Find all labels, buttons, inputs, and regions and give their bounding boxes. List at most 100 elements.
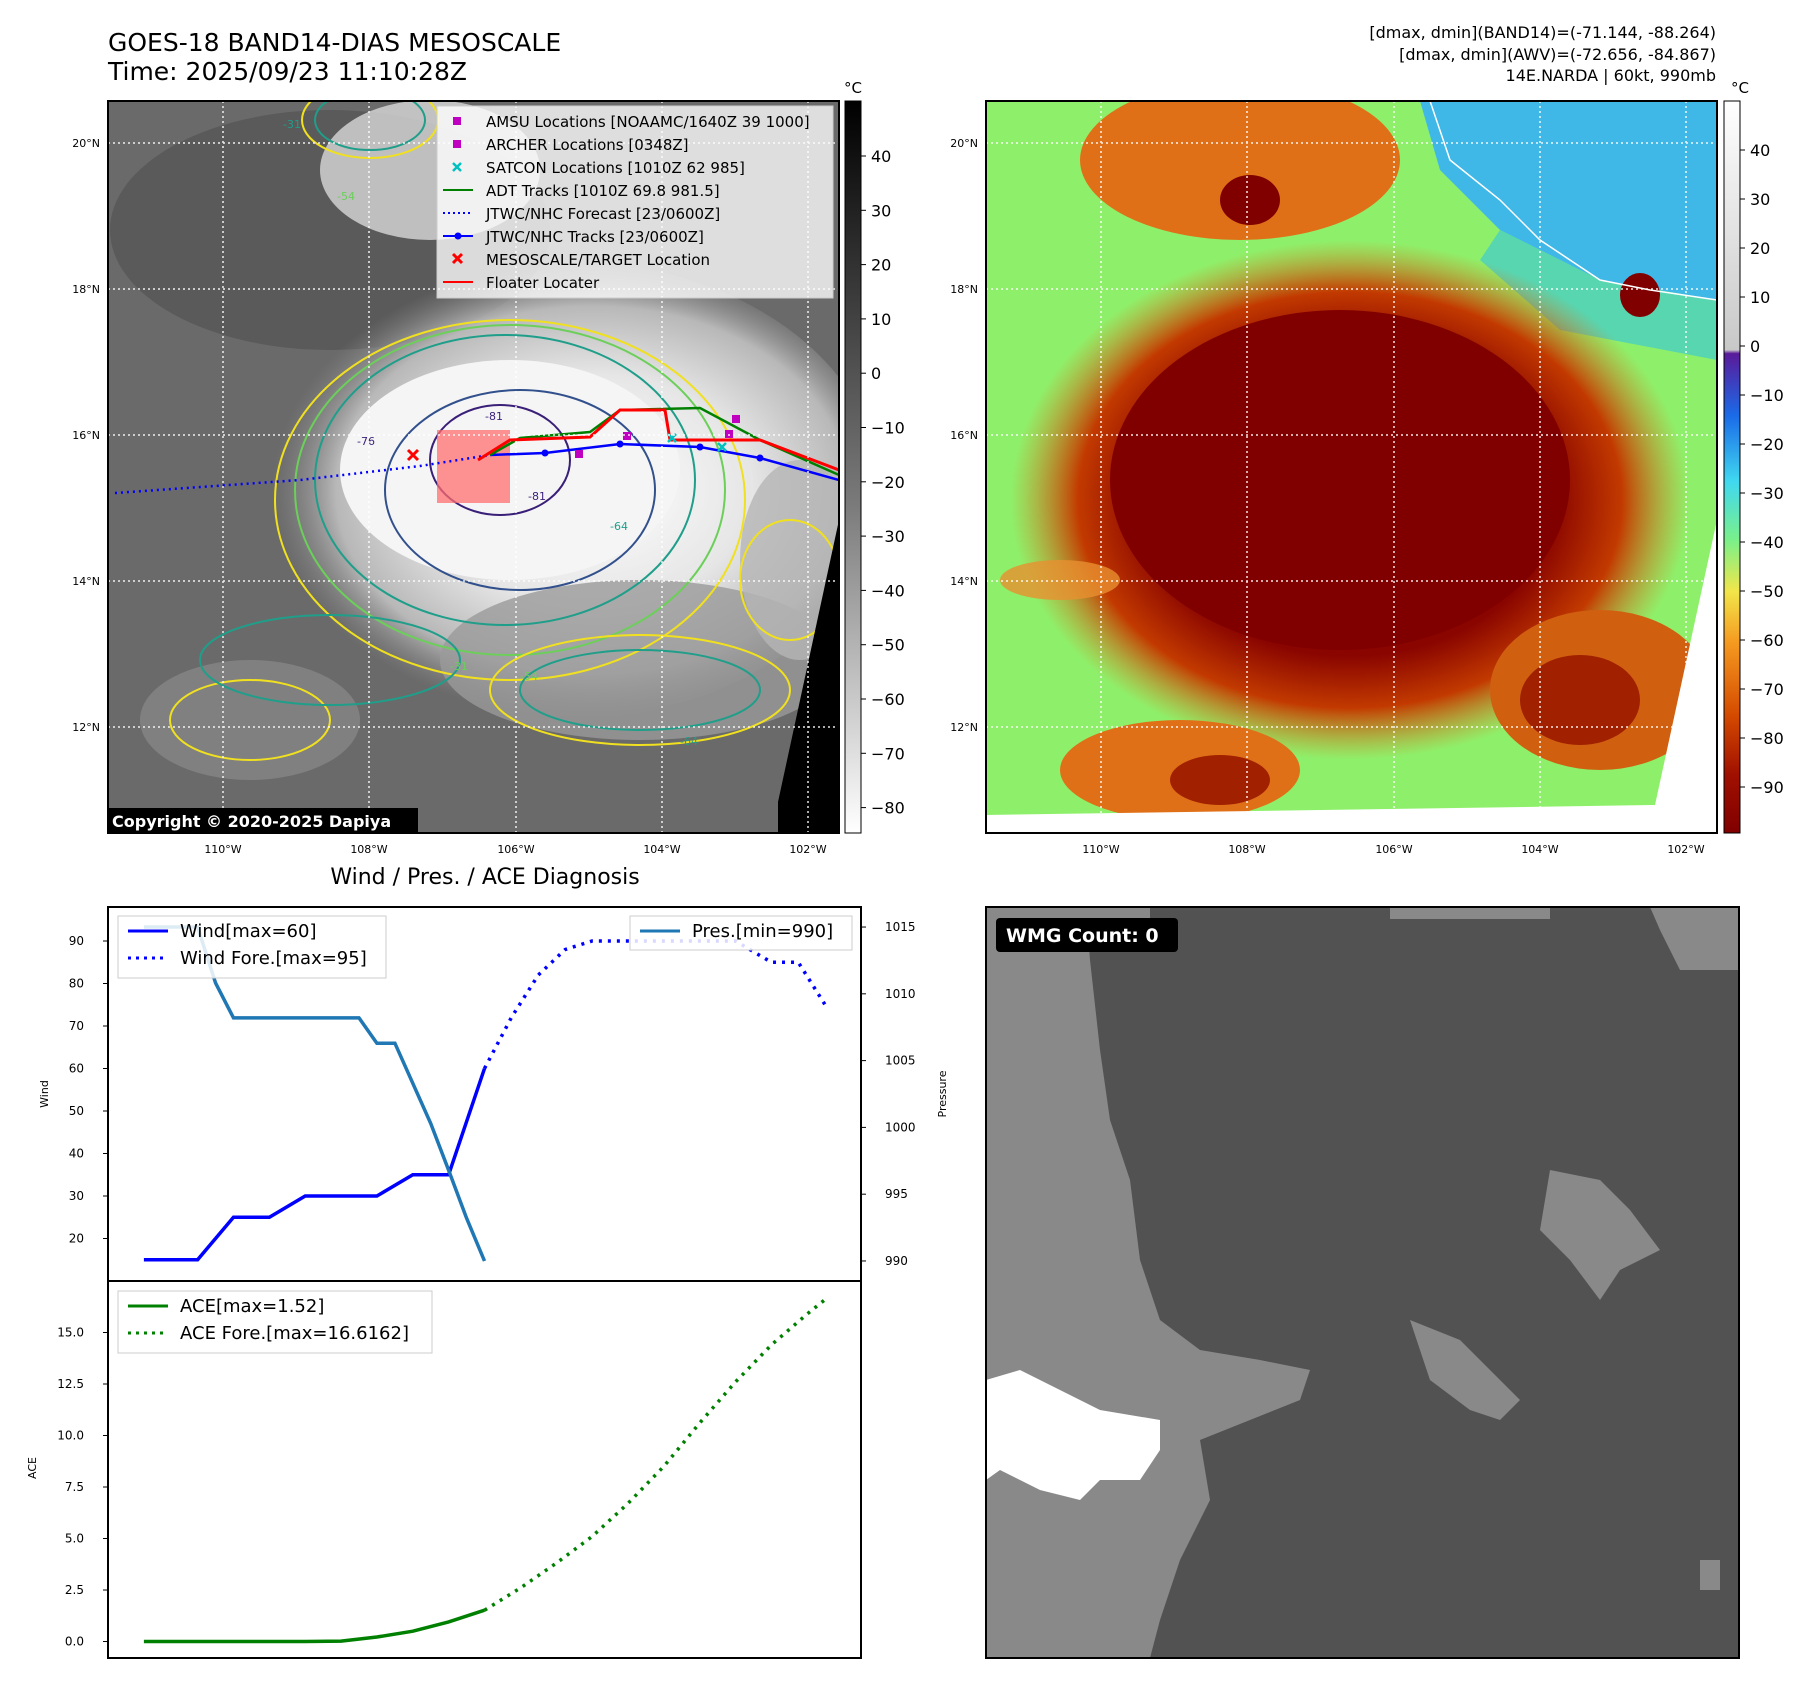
series-line-pres-min [143, 925, 487, 1262]
lon-label: 110°W [204, 843, 241, 856]
wind-axis-label: Wind [38, 1080, 51, 1108]
contour-yellow [274, 319, 746, 681]
ace-line [143, 1608, 486, 1644]
pressure-legend: Pres.[min=990] [629, 915, 853, 951]
right-colorbar-unit: °C [1731, 79, 1749, 97]
copyright-text: Copyright © 2020-2025 Dapiya [112, 812, 391, 831]
lat-label: 12°N [72, 721, 100, 734]
pressure-ytick-label: 995 [885, 1187, 908, 1201]
legend-adt: ADT Tracks [1010Z 69.8 981.5] [486, 182, 720, 200]
storm-label: 14E.NARDA | 60kt, 990mb [1506, 66, 1716, 85]
wind-ytick-label: 60 [69, 1062, 84, 1076]
wind-ytick-label: 30 [69, 1189, 84, 1203]
colorbar-tick-label: 30 [871, 201, 891, 220]
colorbar-tick-label: −40 [1750, 533, 1784, 552]
diagnosis-title: Wind / Pres. / ACE Diagnosis [330, 865, 639, 890]
colorbar-tick-label: 0 [1750, 337, 1760, 356]
jtwc-track [489, 442, 839, 482]
ace-ytick-label: 10.0 [57, 1429, 84, 1443]
colorbar-tick-label: 30 [1750, 190, 1770, 209]
colorbar-tick-label: −10 [1750, 386, 1784, 405]
colorbar-tick-label: −30 [1750, 484, 1784, 503]
ace-ytick-label: 15.0 [57, 1326, 84, 1340]
colorbar-tick-label: −20 [871, 473, 905, 492]
wind-ytick-label: 90 [69, 934, 84, 948]
colorbar-tick-label: −10 [871, 419, 905, 438]
lon-label: 102°W [789, 843, 826, 856]
colorbar-tick-label: 40 [871, 147, 891, 166]
colorbar-tick-label: 0 [871, 364, 881, 383]
colorbar-tick-label: −70 [871, 744, 905, 763]
wind-legend: Wind[max=60] Wind Fore.[max=95] [117, 915, 387, 979]
colorbar-tick-label: 40 [1750, 141, 1770, 160]
lon-label: 108°W [1228, 843, 1265, 856]
colorbar-tick-label: −60 [871, 690, 905, 709]
right-map-lon-labels: 110°W 108°W 106°W 104°W 102°W [1082, 843, 1704, 856]
contour-label: -76 [357, 435, 375, 448]
legend-mesoscale-target: MESOSCALE/TARGET Location [486, 251, 710, 269]
colorbar-tick-label: −90 [1750, 778, 1784, 797]
left-map-lat-labels: 20°N 18°N 16°N 14°N 12°N [72, 137, 100, 734]
legend-wind-forecast: Wind Fore.[max=95] [180, 948, 367, 969]
legend-wind: Wind[max=60] [180, 921, 317, 942]
lon-label: 108°W [350, 843, 387, 856]
legend-satcon: SATCON Locations [1010Z 62 985] [486, 159, 745, 177]
right-map-lat-labels: 20°N 18°N 16°N 14°N 12°N [950, 137, 978, 734]
legend-archer: ARCHER Locations [0348Z] [486, 136, 689, 154]
left-colorbar-ticks: 40 30 20 10 0 −10 −20 −30 −40 −50 −60 −70 −80 [861, 147, 905, 818]
lat-label: 16°N [72, 429, 100, 442]
lon-label: 110°W [1082, 843, 1119, 856]
lat-label: 18°N [950, 283, 978, 296]
legend-floater: Floater Locater [486, 274, 600, 292]
pressure-ytick-label: 990 [885, 1254, 908, 1268]
dmax-band14-label: [dmax, dmin](BAND14)=(-71.144, -88.264) [1369, 23, 1716, 42]
right-colorbar [1723, 100, 1741, 834]
pressure-ytick-label: 1005 [885, 1054, 916, 1068]
ace-legend: ACE[max=1.52] ACE Fore.[max=16.6162] [117, 1290, 433, 1354]
colorbar-tick-label: −40 [871, 581, 905, 600]
pressure-ytick-label: 1010 [885, 987, 916, 1001]
copyright-box [108, 808, 418, 833]
coastline [1429, 101, 1717, 301]
legend-ace-forecast: ACE Fore.[max=16.6162] [180, 1323, 409, 1344]
colorbar-tick-label: −80 [871, 799, 905, 818]
wind-pressure-chart: 20 30 40 50 60 70 80 90 990 995 1000 1005 1010 1015 [69, 920, 916, 1268]
panel-title-line2: Time: 2025/09/23 11:10:28Z [107, 57, 467, 86]
wind-ytick-label: 70 [69, 1019, 84, 1033]
wmg-count-label: WMG Count: 0 [1006, 925, 1159, 947]
map-legend: AMSU Locations [NOAAMC/1640Z 39 1000] AR… [443, 113, 810, 292]
pressure-ytick-label: 1000 [885, 1120, 916, 1134]
pressure-axis-label: Pressure [936, 1070, 949, 1117]
mesoscale-target-marker [406, 448, 420, 462]
contour-label: -81 [485, 410, 503, 423]
map-gridlines [986, 101, 1717, 833]
colorbar-tick-label: 20 [871, 256, 891, 275]
legend-jtwc-tracks: JTWC/NHC Tracks [23/0600Z] [485, 228, 704, 246]
wmg-panel: WMG Count: 0 [986, 907, 1739, 1658]
right-colorbar-ticks: 40 30 20 10 0 −10 −20 −30 −40 −50 −60 −70 −80 −90 [1740, 141, 1784, 797]
map-legend-box [436, 105, 834, 299]
panel-title-line1: GOES-18 BAND14-DIAS MESOSCALE [108, 28, 561, 57]
mesoscale-target-box [437, 430, 510, 503]
colorbar-tick-label: 10 [1750, 288, 1770, 307]
ace-ytick-label: 12.5 [57, 1377, 84, 1391]
awv-map-panel [986, 101, 1717, 833]
lon-label: 106°W [497, 843, 534, 856]
contour-label: -64 [610, 520, 628, 533]
ace-ytick-label: 7.5 [65, 1480, 84, 1494]
ace-ytick-label: 2.5 [65, 1583, 84, 1597]
dmax-awv-label: [dmax, dmin](AWV)=(-72.656, -84.867) [1399, 45, 1716, 64]
ace-ytick-label: 0.0 [65, 1635, 84, 1649]
wind-ytick-label: 40 [69, 1147, 84, 1161]
legend-jtwc-forecast: JTWC/NHC Forecast [23/0600Z] [485, 205, 720, 223]
wind-ytick-label: 20 [69, 1232, 84, 1246]
contour-label: -81 [528, 490, 546, 503]
ace-axis-label: ACE [26, 1457, 39, 1479]
lon-label: 106°W [1375, 843, 1412, 856]
legend-amsu: AMSU Locations [NOAAMC/1640Z 39 1000] [486, 113, 810, 131]
colorbar-tick-label: −60 [1750, 631, 1784, 650]
colorbar-tick-label: −30 [871, 527, 905, 546]
colorbar-tick-label: −20 [1750, 435, 1784, 454]
colorbar-tick-label: −50 [871, 636, 905, 655]
